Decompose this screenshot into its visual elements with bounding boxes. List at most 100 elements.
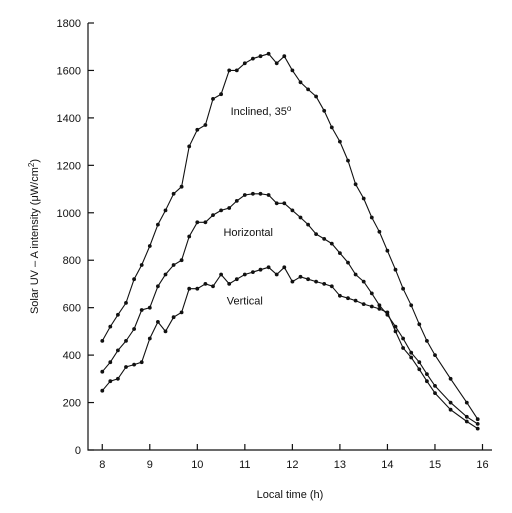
data-point-inclined: [132, 277, 137, 282]
y-tick-label: 1200: [57, 160, 81, 172]
series-label-vertical: Vertical: [227, 296, 263, 308]
data-point-horizontal: [219, 208, 224, 213]
data-point-inclined: [346, 158, 350, 163]
data-point-inclined: [266, 51, 271, 56]
data-point-vertical: [314, 279, 318, 284]
data-point-inclined: [139, 263, 144, 267]
data-point-vertical: [401, 346, 405, 350]
data-point-vertical: [393, 329, 398, 334]
data-point-vertical: [464, 419, 469, 424]
data-point-horizontal: [211, 213, 215, 218]
series-label-horizontal: Horizontal: [223, 227, 273, 239]
data-point-horizontal: [475, 422, 480, 426]
data-point-vertical: [274, 272, 279, 277]
data-point-horizontal: [329, 241, 334, 246]
y-tick-label: 400: [63, 350, 81, 362]
data-point-inclined: [187, 144, 192, 149]
data-point-vertical: [475, 426, 480, 431]
data-point-horizontal: [227, 206, 232, 210]
data-point-inclined: [203, 123, 208, 127]
data-point-inclined: [108, 324, 113, 329]
data-point-vertical: [290, 279, 295, 284]
data-point-vertical: [322, 282, 327, 286]
data-point-vertical: [282, 265, 287, 270]
data-point-vertical: [385, 310, 390, 315]
data-point-vertical: [417, 367, 422, 372]
data-point-inclined: [163, 208, 168, 213]
y-tick-label: 0: [75, 445, 81, 457]
data-point-vertical: [195, 286, 200, 291]
data-point-vertical: [163, 329, 168, 334]
data-point-horizontal: [124, 339, 128, 343]
data-point-inclined: [417, 322, 422, 327]
data-point-horizontal: [171, 263, 176, 267]
data-point-vertical: [306, 277, 310, 282]
data-point-horizontal: [282, 201, 287, 206]
x-tick-label: 16: [476, 459, 488, 471]
data-point-vertical: [338, 293, 342, 298]
y-tick-label: 600: [63, 303, 81, 315]
data-point-inclined: [385, 248, 390, 253]
data-point-horizontal: [346, 260, 350, 265]
data-point-vertical: [361, 302, 366, 306]
series-label-inclined-superscript: o: [287, 103, 292, 112]
data-point-horizontal: [377, 303, 382, 308]
x-tick-label: 9: [147, 459, 153, 471]
data-point-inclined: [393, 267, 398, 272]
data-point-vertical: [377, 307, 382, 311]
data-point-vertical: [298, 274, 303, 279]
series-line-horizontal: [101, 193, 479, 425]
data-point-inclined: [219, 92, 224, 97]
series-line-inclined: [101, 53, 479, 420]
data-point-inclined: [156, 222, 160, 227]
data-point-horizontal: [314, 232, 318, 237]
data-point-horizontal: [242, 193, 247, 197]
data-point-horizontal: [163, 272, 168, 277]
data-point-vertical: [227, 282, 232, 286]
data-point-vertical: [433, 391, 437, 395]
data-point-vertical: [171, 315, 176, 320]
data-point-horizontal: [425, 372, 429, 376]
data-point-horizontal: [116, 348, 120, 353]
data-point-horizontal: [266, 193, 271, 197]
data-point-vertical: [187, 286, 192, 291]
data-point-vertical: [132, 362, 137, 367]
data-point-inclined: [401, 286, 405, 291]
data-point-vertical: [219, 272, 224, 277]
data-point-vertical: [258, 267, 263, 272]
data-point-horizontal: [156, 284, 160, 289]
data-point-vertical: [156, 320, 160, 324]
chart-labels: Local time (h) Solar UV – A intensity (μ…: [27, 103, 324, 501]
y-tick-label: 1600: [57, 65, 81, 77]
x-tick-label: 15: [429, 459, 441, 471]
y-axis-label-tail: ): [29, 159, 41, 163]
data-point-horizontal: [393, 324, 398, 329]
data-point-horizontal: [195, 220, 200, 225]
data-point-horizontal: [251, 191, 255, 196]
data-point-inclined: [171, 191, 176, 196]
data-point-inclined: [227, 68, 232, 73]
data-point-inclined: [234, 68, 239, 73]
data-point-inclined: [475, 417, 480, 422]
data-point-inclined: [242, 61, 247, 66]
data-point-inclined: [369, 215, 374, 220]
chart-series: [100, 51, 480, 431]
series-label-inclined-main: Inclined, 35: [231, 106, 287, 118]
data-point-vertical: [353, 298, 358, 303]
y-tick-label: 1400: [57, 113, 81, 125]
x-tick-label: 10: [191, 459, 203, 471]
x-axis-label: Local time (h): [257, 489, 324, 501]
data-point-horizontal: [179, 258, 184, 263]
series-label-inclined: Inclined, 35o: [231, 103, 292, 118]
data-point-horizontal: [322, 237, 327, 241]
data-point-horizontal: [417, 360, 422, 365]
data-point-horizontal: [338, 251, 342, 256]
data-point-horizontal: [448, 400, 453, 405]
data-point-inclined: [353, 182, 358, 187]
data-point-inclined: [195, 127, 200, 132]
data-point-horizontal: [132, 327, 137, 331]
y-tick-label: 1800: [57, 18, 81, 30]
data-point-vertical: [100, 388, 105, 393]
data-point-horizontal: [234, 199, 239, 203]
